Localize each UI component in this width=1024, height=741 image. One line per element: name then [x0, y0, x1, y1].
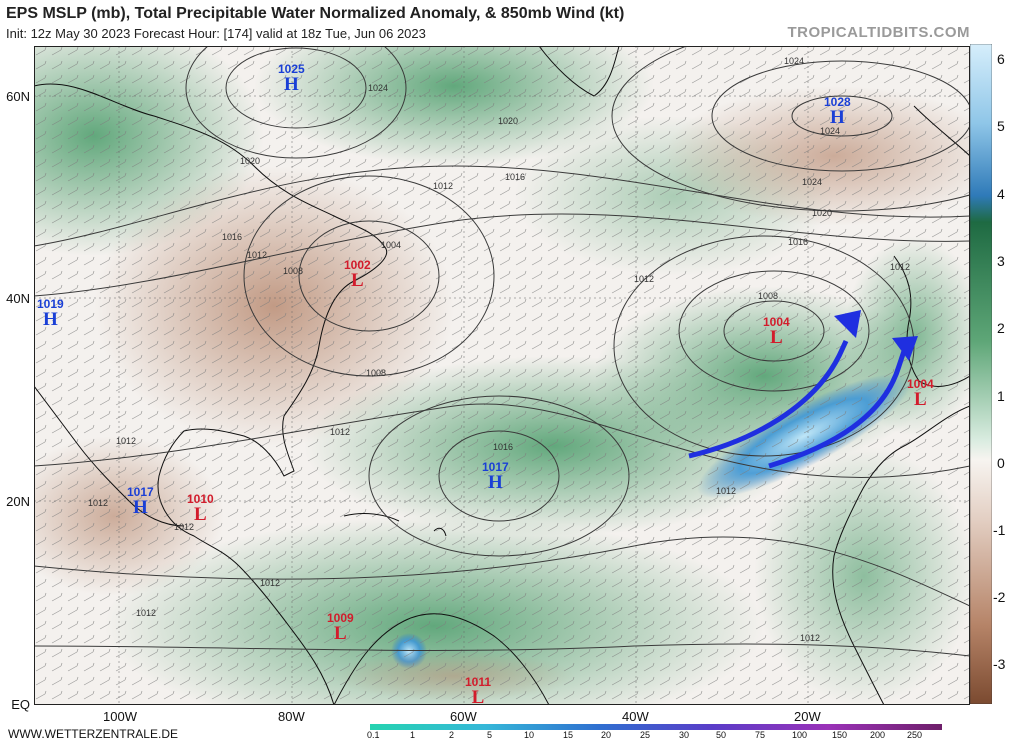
arrow-head-icon	[834, 310, 861, 338]
wind-colorbar-label: 250	[907, 730, 923, 740]
low-pressure-center: 1004 L	[763, 315, 790, 348]
high-pressure-center: 1017 H	[127, 485, 154, 518]
isobar-label: 1012	[247, 250, 268, 260]
footer-source: WWW.WETTERZENTRALE.DE	[8, 727, 178, 741]
low-pressure-center: 1004 L	[907, 377, 934, 410]
isobar-label: 1016	[788, 237, 809, 247]
isobar-label: 1008	[758, 291, 779, 301]
lon-label: 20W	[794, 709, 821, 724]
colorbar-label: -3	[993, 656, 1006, 672]
arrow-head-icon	[892, 336, 918, 361]
isobar-label: 1012	[800, 633, 821, 643]
isobar-label: 1012	[88, 498, 109, 508]
colorbar-label: 4	[997, 186, 1005, 202]
lon-label: 60W	[450, 709, 477, 724]
low-pressure-center: 1002 L	[344, 258, 371, 291]
colorbar-label: 2	[997, 320, 1005, 336]
wind-colorbar-label: 15	[563, 730, 574, 740]
isobar-label: 1012	[634, 274, 655, 284]
wind-colorbar	[370, 724, 942, 730]
isobar-label: 1008	[283, 266, 304, 276]
high-pressure-center: 1028 H	[824, 95, 851, 128]
lon-label: 40W	[622, 709, 649, 724]
map-subtitle: Init: 12z May 30 2023 Forecast Hour: [17…	[6, 26, 426, 41]
wind-colorbar-label: 150	[832, 730, 848, 740]
source-credit: TROPICALTIDBITS.COM	[787, 24, 970, 41]
isobar-label: 1024	[784, 56, 805, 66]
colorbar-label: 1	[997, 388, 1005, 404]
lat-label: 40N	[6, 291, 30, 306]
isobar-label: 1020	[812, 208, 833, 218]
wind-colorbar-label: 10	[524, 730, 535, 740]
high-pressure-center: 1017 H	[482, 460, 509, 493]
colorbar-label: 5	[997, 118, 1005, 134]
lon-label: 100W	[103, 709, 137, 724]
isobar-label: 1016	[222, 232, 243, 242]
lat-label: 20N	[6, 494, 30, 509]
colorbar-label: -2	[993, 589, 1006, 605]
high-pressure-center: 1025 H	[278, 62, 305, 95]
wind-colorbar-label: 5	[487, 730, 493, 740]
isobar-label: 1024	[368, 83, 389, 93]
weather-map	[34, 46, 970, 705]
colorbar-label: 0	[997, 455, 1005, 471]
wind-colorbar-label: 1	[410, 730, 416, 740]
high-pressure-center: 1019 H	[37, 297, 64, 330]
low-pressure-center: 1009 L	[327, 611, 354, 644]
anomaly-colorbar	[970, 44, 992, 704]
isobar-label: 1012	[890, 262, 911, 272]
isobar-label: 1012	[716, 486, 737, 496]
wind-colorbar-label: 30	[679, 730, 690, 740]
isobar-label: 1020	[240, 156, 261, 166]
low-pressure-center: 1010 L	[187, 492, 214, 525]
colorbar-label: -1	[993, 522, 1006, 538]
colorbar-label: 3	[997, 253, 1005, 269]
wind-colorbar-label: 75	[755, 730, 766, 740]
isobar-label: 1016	[505, 172, 526, 182]
isobar-label: 1012	[136, 608, 157, 618]
isobar-label: 1020	[498, 116, 519, 126]
wind-colorbar-label: 100	[792, 730, 808, 740]
isobar-label: 1004	[381, 240, 402, 250]
isobar-label: 1008	[366, 368, 387, 378]
colorbar-label: 6	[997, 51, 1005, 67]
wind-colorbar-label: 200	[870, 730, 886, 740]
isobar-label: 1012	[260, 578, 281, 588]
flow-arrows	[688, 310, 918, 469]
wind-colorbar-label: 20	[601, 730, 612, 740]
wind-colorbar-label: 2	[449, 730, 455, 740]
wind-colorbar-label: 25	[640, 730, 651, 740]
isobar-label: 1024	[802, 177, 823, 187]
coastlines	[34, 46, 970, 705]
low-pressure-center: 1011 L	[465, 675, 492, 708]
isobar-label: 1012	[174, 522, 195, 532]
isobar-label: 1012	[433, 181, 454, 191]
isobar-label: 1016	[493, 442, 514, 452]
wind-colorbar-label: 0.1	[367, 730, 380, 740]
wind-colorbar-label: 50	[716, 730, 727, 740]
map-title: EPS MSLP (mb), Total Precipitable Water …	[6, 5, 625, 22]
isobar-label: 1012	[116, 436, 137, 446]
isobars	[34, 46, 970, 657]
lat-label: EQ	[11, 697, 30, 712]
lon-label: 80W	[278, 709, 305, 724]
isobar-label: 1012	[330, 427, 351, 437]
lat-label: 60N	[6, 89, 30, 104]
wind-barbs	[34, 46, 970, 705]
isobar-label: 1024	[820, 126, 841, 136]
graticule	[34, 46, 970, 705]
